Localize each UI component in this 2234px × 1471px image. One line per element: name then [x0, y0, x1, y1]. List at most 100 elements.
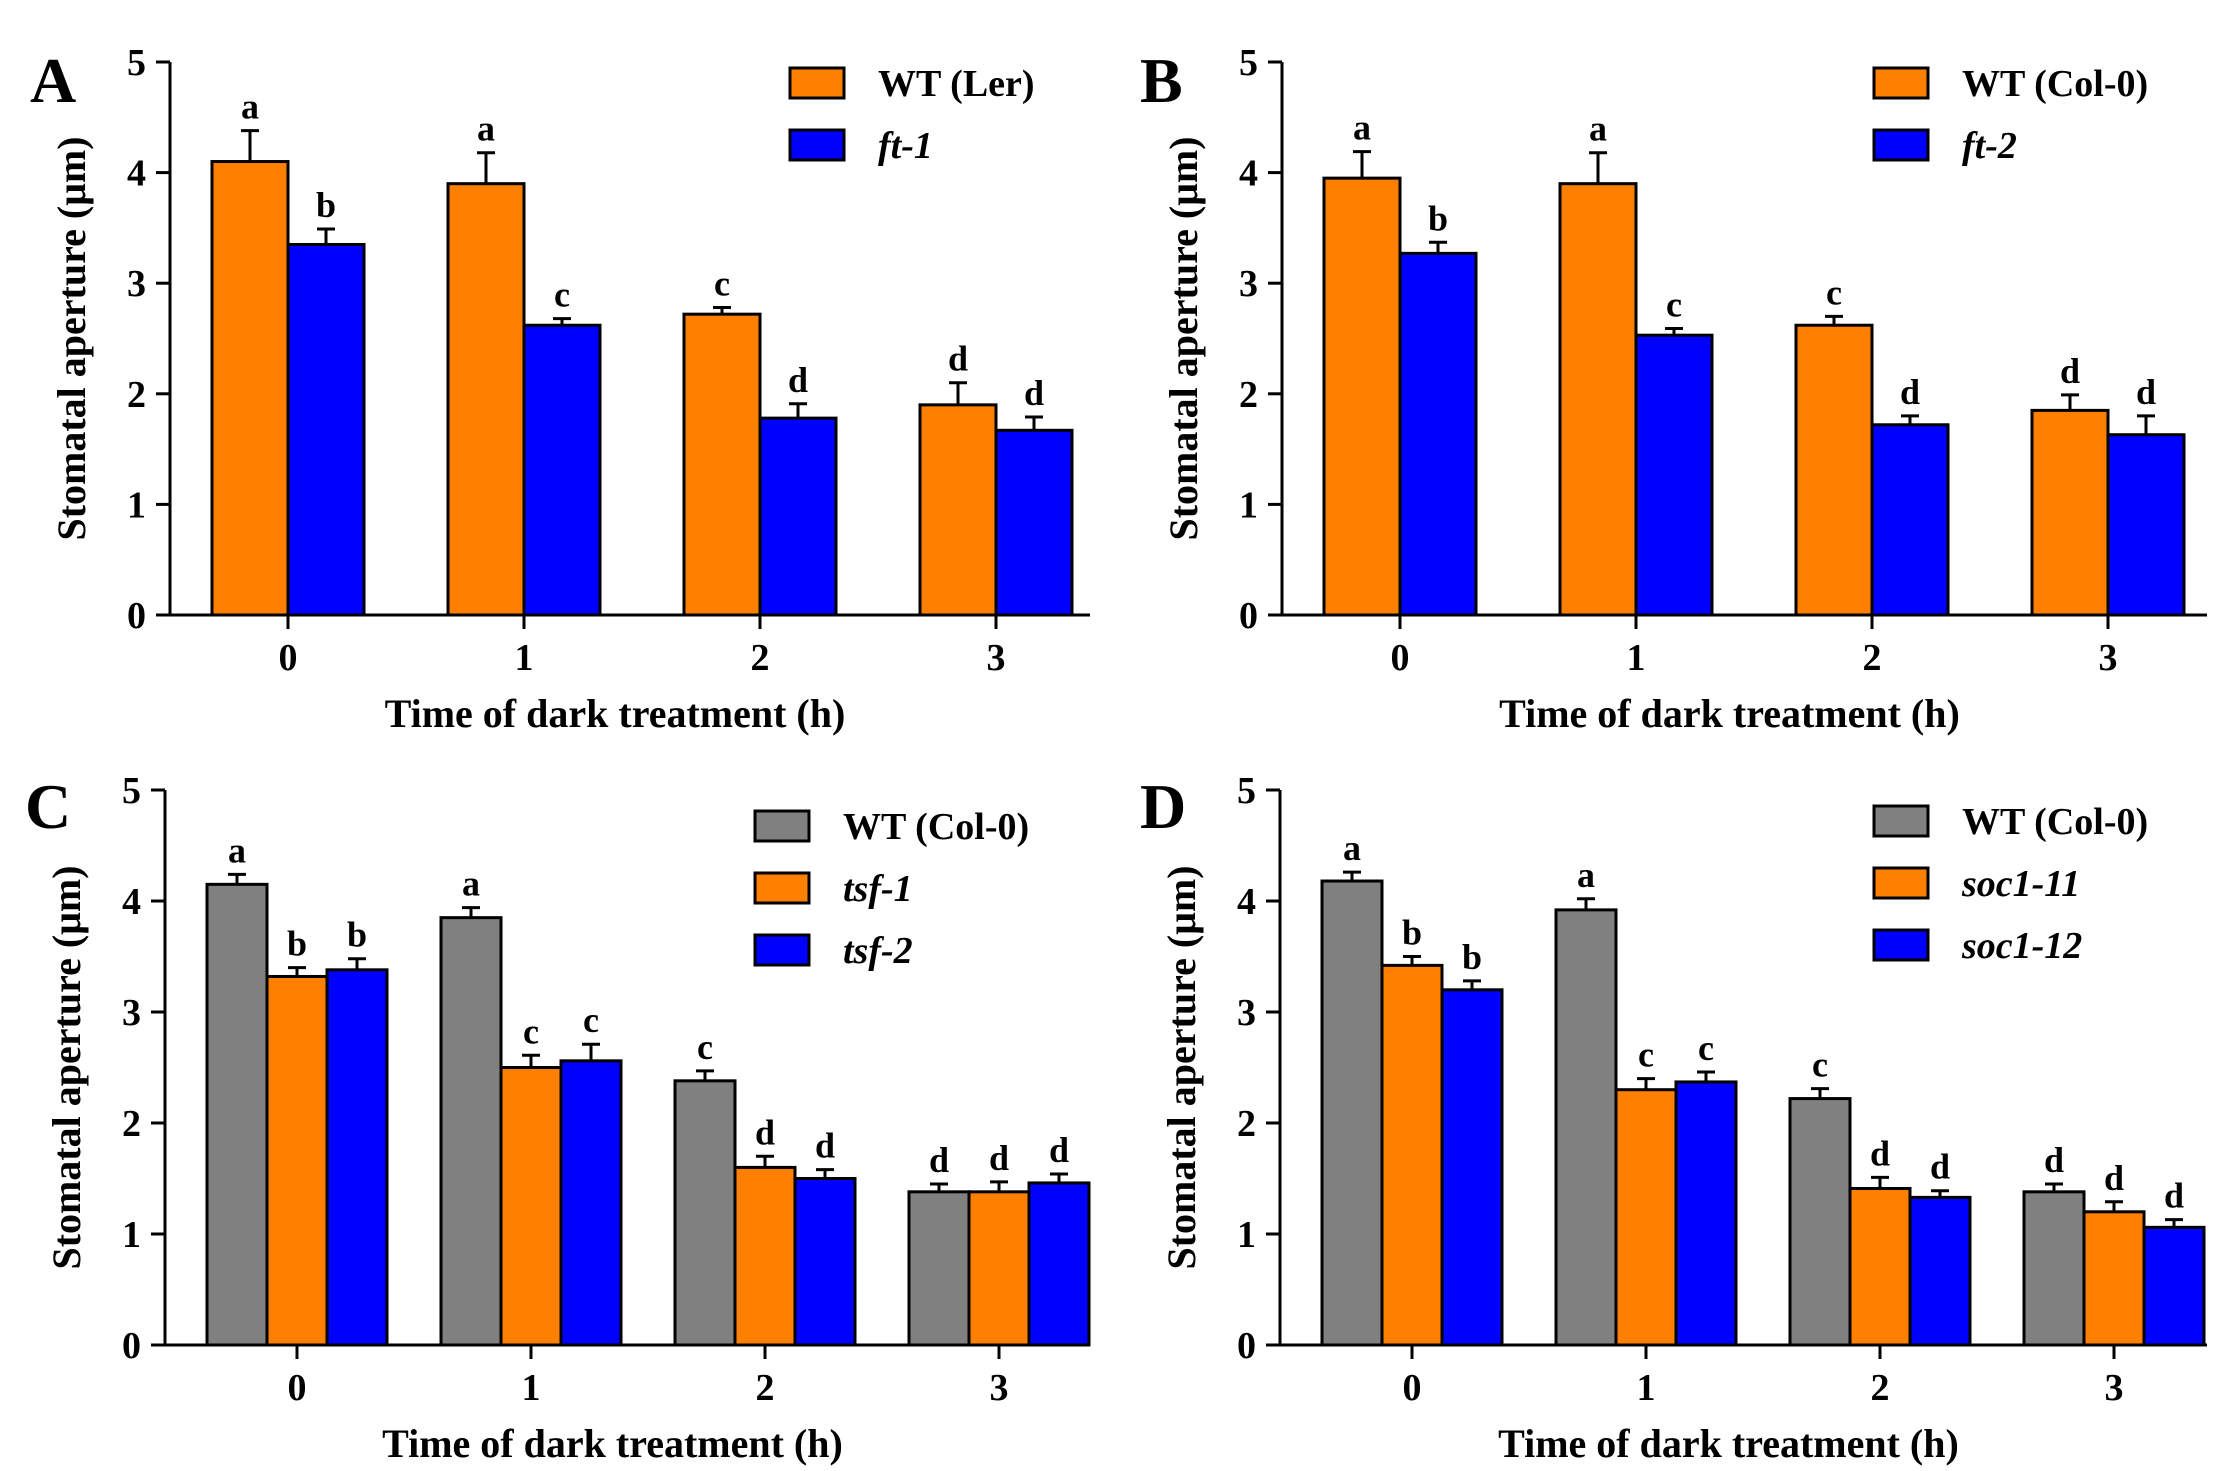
x-tick-label: 3: [2105, 1367, 2124, 1409]
legend-swatch: [1872, 866, 1930, 900]
significance-label: a: [1589, 109, 1607, 149]
significance-label: d: [2164, 1176, 2184, 1216]
significance-label: d: [2044, 1140, 2064, 1180]
y-tick-label: 4: [122, 881, 141, 923]
panel-letter: B: [1140, 45, 1183, 116]
legend-label: ft-1: [878, 125, 933, 167]
y-tick-label: 0: [1237, 1325, 1256, 1367]
significance-label: c: [1812, 1045, 1828, 1085]
y-tick-label: 4: [1237, 881, 1256, 923]
significance-label: b: [1428, 198, 1448, 238]
significance-label: a: [1353, 108, 1371, 148]
bar: [522, 323, 602, 617]
x-tick-label: 2: [751, 637, 770, 679]
y-tick-label: 1: [1237, 1214, 1256, 1256]
x-axis-label: Time of dark treatment (h): [1499, 691, 1960, 736]
y-tick-label: 3: [127, 263, 146, 305]
x-tick-label: 0: [1391, 637, 1410, 679]
legend-label: soc1-11: [1961, 863, 2080, 905]
significance-label: c: [554, 275, 570, 315]
chart-panel-b: B 0 1 2 3 4 5 Stomatal aperture (μm) Time of dar…: [1140, 42, 2207, 736]
x-tick-label: 0: [279, 637, 298, 679]
legend-label: soc1-12: [1961, 925, 2082, 967]
bar: [1398, 251, 1478, 617]
chart-panel-a: A 0 1 2 3 4 5 Stomatal aperture (μm) Time of dar…: [30, 42, 1090, 736]
y-tick-label: 2: [127, 374, 146, 416]
panel-letter: D: [1140, 771, 1186, 842]
bar: [967, 1190, 1031, 1347]
significance-label: d: [755, 1112, 775, 1152]
bar: [2106, 433, 2186, 617]
x-tick-label: 1: [515, 637, 534, 679]
y-tick-label: 5: [1237, 770, 1256, 812]
panel-letter: A: [30, 45, 76, 116]
significance-label: a: [241, 87, 259, 127]
bar: [1908, 1195, 1972, 1347]
x-tick-label: 2: [756, 1367, 775, 1409]
legend-swatch: [1872, 66, 1930, 100]
significance-label: b: [1402, 913, 1422, 953]
legend-swatch: [1872, 928, 1930, 962]
y-tick-label: 5: [1239, 42, 1258, 84]
legend-swatch: [788, 66, 846, 100]
significance-label: c: [1638, 1035, 1654, 1075]
significance-label: d: [1049, 1130, 1069, 1170]
significance-label: d: [788, 360, 808, 400]
y-tick-label: 2: [122, 1103, 141, 1145]
significance-label: d: [2136, 372, 2156, 412]
y-tick-label: 2: [1237, 1103, 1256, 1145]
bar: [1440, 988, 1504, 1347]
x-tick-label: 1: [522, 1367, 541, 1409]
x-tick-label: 0: [1403, 1367, 1422, 1409]
bar: [210, 160, 290, 617]
bar: [1322, 176, 1402, 617]
y-tick-label: 3: [122, 992, 141, 1034]
significance-label: b: [287, 924, 307, 964]
bar: [758, 416, 838, 617]
significance-label: d: [1024, 373, 1044, 413]
panel-letter: C: [25, 771, 71, 842]
significance-label: d: [2104, 1158, 2124, 1198]
bar: [1380, 963, 1444, 1347]
significance-label: a: [477, 109, 495, 149]
significance-label: b: [1462, 937, 1482, 977]
y-tick-label: 0: [127, 595, 146, 637]
y-tick-label: 3: [1237, 992, 1256, 1034]
bar: [1788, 1097, 1852, 1347]
legend-swatch: [788, 128, 846, 162]
x-axis-label: Time of dark treatment (h): [385, 691, 846, 736]
significance-label: c: [1666, 285, 1682, 325]
bar: [1794, 323, 1874, 617]
bar: [205, 882, 269, 1347]
bar: [1027, 1181, 1091, 1347]
bar: [918, 403, 998, 617]
significance-label: d: [929, 1140, 949, 1180]
significance-label: c: [714, 264, 730, 304]
x-tick-label: 1: [1637, 1367, 1656, 1409]
bar: [265, 974, 329, 1347]
y-axis-label: Stomatal aperture (μm): [44, 865, 89, 1269]
bar: [1558, 182, 1638, 617]
legend-swatch: [753, 809, 811, 843]
bar: [673, 1079, 737, 1347]
bar: [2022, 1190, 2086, 1347]
significance-label: d: [2060, 351, 2080, 391]
y-tick-label: 1: [122, 1214, 141, 1256]
significance-label: c: [1698, 1028, 1714, 1068]
bar: [439, 916, 503, 1347]
significance-label: d: [948, 339, 968, 379]
bar: [1870, 423, 1950, 617]
bar: [793, 1177, 857, 1347]
legend-label: tsf-1: [843, 868, 913, 910]
y-tick-label: 3: [1239, 263, 1258, 305]
x-tick-label: 0: [288, 1367, 307, 1409]
x-tick-label: 2: [1871, 1367, 1890, 1409]
significance-label: a: [1577, 855, 1595, 895]
x-tick-label: 1: [1627, 637, 1646, 679]
x-axis-label: Time of dark treatment (h): [382, 1421, 843, 1466]
significance-label: d: [1870, 1133, 1890, 1173]
y-tick-label: 5: [122, 770, 141, 812]
y-tick-label: 2: [1239, 374, 1258, 416]
significance-label: d: [815, 1126, 835, 1166]
